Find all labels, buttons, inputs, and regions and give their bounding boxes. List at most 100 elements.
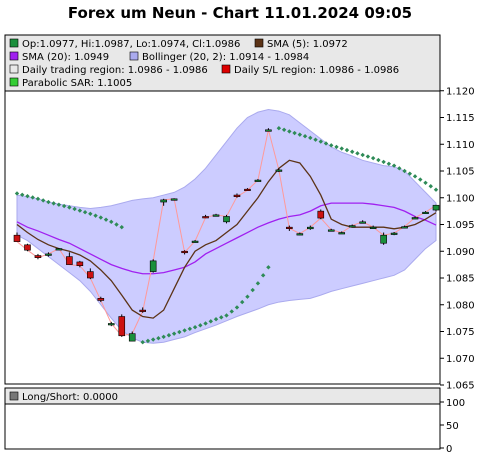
sar-dot <box>350 149 355 154</box>
legend-sar: Parabolic SAR: 1.1005 <box>22 78 132 89</box>
sar-dot <box>67 205 72 210</box>
candle <box>327 228 335 232</box>
price-tick-label: 1.105 <box>446 167 475 178</box>
sar-dot <box>77 208 83 213</box>
candle-body <box>76 261 84 266</box>
sar-dot <box>360 152 365 158</box>
sma20-line <box>16 202 437 275</box>
candle-body <box>359 221 366 224</box>
candle-body <box>191 240 199 243</box>
sar-dot <box>140 340 145 345</box>
sar-dot <box>224 313 229 318</box>
sma5-line <box>16 159 437 319</box>
candle <box>191 240 199 243</box>
candle <box>233 193 241 198</box>
candle-body <box>348 225 356 228</box>
legend-background <box>4 34 441 92</box>
sar-dot <box>433 187 439 192</box>
sar-dot <box>114 222 119 227</box>
candle <box>369 225 377 229</box>
candle <box>66 252 73 265</box>
sar-dot <box>187 326 193 332</box>
sar-legend-swatch <box>9 77 19 87</box>
candle <box>107 321 115 327</box>
candle <box>254 179 262 182</box>
candle-body <box>181 250 188 254</box>
sar-dot <box>402 168 407 174</box>
candle-body <box>118 316 126 337</box>
sar-dot <box>323 141 329 146</box>
sar-dot <box>418 177 423 182</box>
candle <box>338 231 346 235</box>
sma5-legend-swatch <box>254 38 264 48</box>
sar-dot <box>292 130 297 136</box>
candle <box>202 214 209 219</box>
candle-body <box>13 234 21 242</box>
sar-dot <box>376 157 381 163</box>
candle <box>306 225 314 230</box>
lower-tick-100: 100 <box>446 398 465 409</box>
long-short-legend-swatch <box>9 391 19 401</box>
candle-body <box>390 232 398 235</box>
sar-dot <box>25 193 30 199</box>
sar-dot <box>339 146 344 151</box>
candle-body <box>233 194 241 197</box>
candle <box>34 253 42 260</box>
candle-body <box>327 229 335 232</box>
daily-sl-legend-swatch <box>221 64 231 74</box>
candle-body <box>244 188 251 191</box>
legend-daily-trading: Daily trading region: 1.0986 - 1.0986 <box>22 65 208 76</box>
sar-dot <box>313 137 318 142</box>
ohlc-legend-swatch <box>9 38 19 48</box>
candle <box>265 128 272 132</box>
sar-dot <box>182 328 187 333</box>
candle <box>55 248 63 251</box>
sar-dot <box>266 265 271 270</box>
sar-dot <box>260 273 266 278</box>
sar-dot <box>150 337 156 342</box>
candle <box>223 214 230 224</box>
candle-body <box>265 129 272 132</box>
price-tick-label: 1.070 <box>446 354 475 365</box>
candle <box>128 331 136 342</box>
sar-dot <box>208 319 213 324</box>
candle-body <box>212 214 220 217</box>
bollinger-band <box>16 108 437 344</box>
sar-dot <box>219 315 224 320</box>
candle <box>24 243 31 252</box>
sar-dot <box>234 305 240 310</box>
sar-dot <box>171 331 177 336</box>
candle-body <box>97 298 105 301</box>
legend-long-short: Long/Short: 0.0000 <box>22 392 118 403</box>
candle-body <box>55 248 63 251</box>
sar-dot <box>40 198 46 203</box>
price-tick-label: 1.080 <box>446 300 475 311</box>
price-tick-label: 1.110 <box>446 140 475 151</box>
sar-dot <box>203 321 208 326</box>
candle-body <box>254 179 262 182</box>
sar-dot <box>213 316 219 322</box>
candle <box>97 296 105 303</box>
candle-body <box>296 233 304 236</box>
candle <box>380 232 387 245</box>
sar-dot <box>255 281 261 286</box>
price-tick-label: 1.115 <box>446 113 475 124</box>
lower-tick-50: 50 <box>446 421 459 432</box>
price-tick-label: 1.100 <box>446 193 475 204</box>
sar-dot <box>355 151 360 156</box>
legend-bollinger: Bollinger (20, 2): 1.0914 - 1.0984 <box>142 52 309 63</box>
sar-dot <box>119 224 124 230</box>
sar-dot <box>82 209 88 215</box>
candle <box>76 260 84 268</box>
candle <box>348 224 356 228</box>
sar-dot <box>192 325 198 330</box>
candle <box>359 220 366 224</box>
sar-dot <box>334 144 339 150</box>
candle <box>401 225 408 229</box>
sar-dot <box>145 338 151 344</box>
sar-dot <box>161 334 166 340</box>
sar-dot <box>318 139 323 144</box>
candle <box>13 232 21 242</box>
sar-dot <box>276 126 282 131</box>
